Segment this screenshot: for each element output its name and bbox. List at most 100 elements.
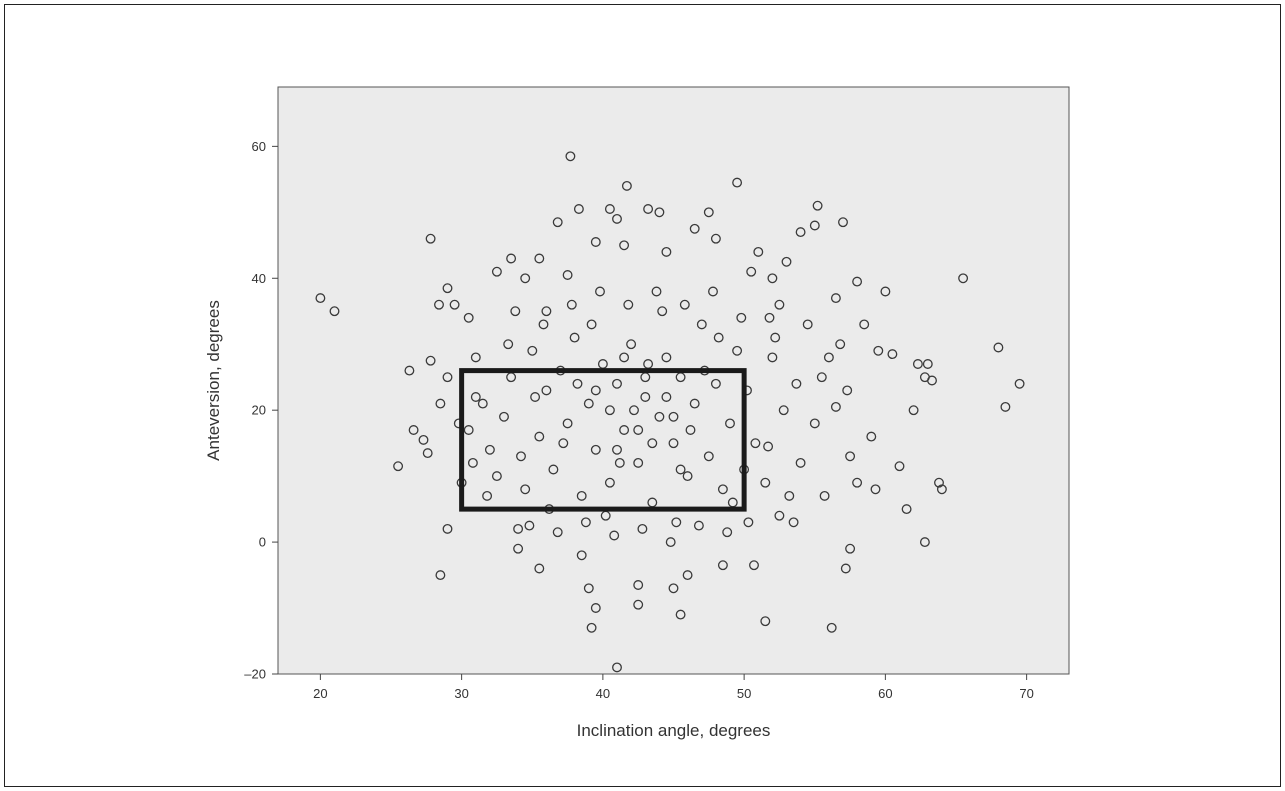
data-point <box>781 256 792 267</box>
data-point <box>778 405 789 416</box>
data-point <box>449 299 460 310</box>
data-point <box>619 425 630 435</box>
data-point <box>668 411 679 422</box>
data-point <box>506 253 517 264</box>
data-point <box>710 233 721 244</box>
data-point <box>470 392 481 402</box>
data-point <box>873 345 884 356</box>
y-tick-label: 20 <box>252 403 266 418</box>
data-point <box>852 477 863 488</box>
data-point <box>418 434 429 445</box>
data-point <box>404 365 415 376</box>
data-point <box>425 233 436 244</box>
data-point <box>809 220 820 231</box>
data-point <box>689 398 700 409</box>
data-point <box>750 438 761 449</box>
data-point <box>572 378 583 389</box>
data-point <box>565 151 576 162</box>
data-point <box>661 352 672 363</box>
data-point <box>679 299 690 310</box>
y-tick-label: –20 <box>244 667 266 682</box>
data-point <box>586 319 597 330</box>
data-point <box>583 398 594 409</box>
data-point <box>552 217 563 228</box>
data-point <box>725 418 735 429</box>
data-point <box>732 177 743 188</box>
data-point <box>408 425 419 435</box>
data-point <box>484 444 495 455</box>
data-point <box>534 563 545 574</box>
data-point <box>852 276 863 287</box>
data-point <box>434 299 444 310</box>
data-point <box>934 477 944 488</box>
data-point <box>621 180 632 191</box>
data-point <box>590 385 601 396</box>
plot-area <box>277 86 1070 675</box>
data-point <box>823 352 834 363</box>
data-point <box>671 517 682 528</box>
data-point <box>774 299 785 310</box>
y-tick-label: 40 <box>252 271 266 286</box>
data-point <box>795 227 806 238</box>
data-point <box>562 418 573 429</box>
data-point <box>682 570 693 581</box>
data-point <box>657 306 668 317</box>
data-point <box>830 293 841 304</box>
data-point <box>516 451 526 462</box>
data-point <box>463 425 474 435</box>
data-point <box>791 378 802 389</box>
data-point <box>819 490 830 501</box>
data-point <box>764 312 775 323</box>
data-point <box>470 352 481 363</box>
data-point <box>703 207 714 218</box>
data-point <box>633 599 644 610</box>
data-point <box>993 342 1004 353</box>
data-point <box>590 603 601 613</box>
data-point <box>936 484 947 495</box>
data-point <box>569 332 580 343</box>
data-point <box>696 319 707 330</box>
data-point <box>840 563 851 574</box>
data-point <box>548 464 559 475</box>
data-point <box>315 293 326 304</box>
data-point <box>425 355 436 366</box>
data-point <box>665 537 676 548</box>
data-point <box>499 411 509 422</box>
data-point <box>467 457 478 468</box>
data-point <box>710 378 721 389</box>
data-point <box>693 520 704 531</box>
x-axis-label: Inclination angle, degrees <box>577 721 771 740</box>
data-point <box>708 286 718 297</box>
data-point <box>887 349 898 360</box>
data-point <box>510 306 521 317</box>
data-point <box>845 543 856 554</box>
data-point <box>534 431 545 442</box>
data-point <box>609 530 620 541</box>
data-point <box>633 580 644 590</box>
data-point <box>894 461 905 472</box>
data-point <box>482 490 493 501</box>
data-point <box>809 418 820 429</box>
data-point <box>842 385 853 396</box>
data-point <box>838 217 848 228</box>
y-tick-label: 60 <box>252 139 266 154</box>
data-point <box>633 457 644 468</box>
data-point <box>534 253 545 264</box>
data-point <box>612 213 622 224</box>
data-point <box>590 444 601 455</box>
x-tick-label: 50 <box>737 686 751 701</box>
data-point <box>513 543 524 554</box>
y-tick-label: 0 <box>259 535 266 550</box>
data-point <box>463 312 474 323</box>
data-point <box>477 398 488 409</box>
data-point <box>901 504 912 515</box>
data-point <box>612 444 622 455</box>
data-point <box>435 570 446 581</box>
data-point <box>604 405 615 416</box>
data-point <box>619 240 630 251</box>
data-point <box>595 286 605 297</box>
data-point <box>703 451 714 462</box>
data-point <box>732 345 743 356</box>
data-point <box>538 319 549 330</box>
data-point <box>795 457 806 468</box>
